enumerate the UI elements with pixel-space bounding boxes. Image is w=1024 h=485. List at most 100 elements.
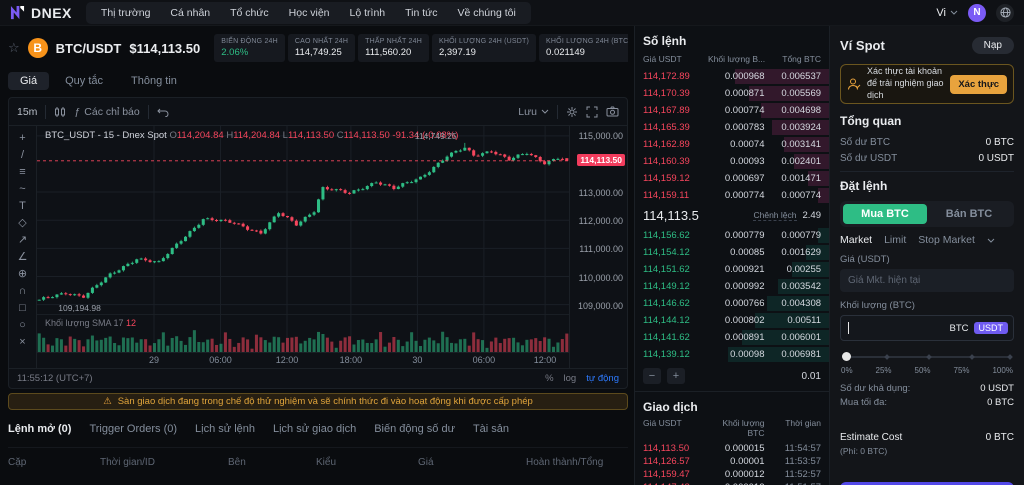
kyc-text: Xác thực tài khoản để trải nghiệm giao d…: [867, 66, 944, 100]
order-type-market[interactable]: Market: [840, 234, 873, 246]
orderbook-ask-row[interactable]: 114,165.39 0.000783 0.003924: [635, 119, 829, 136]
pair-name: BTC/USDT: [55, 40, 122, 56]
orderbook-bid-row[interactable]: 114,146.62 0.000766 0.004308: [635, 295, 829, 312]
ob-total: 0.000779: [781, 230, 822, 241]
kyc-verify-button[interactable]: Xác thực: [950, 74, 1007, 94]
ob-price: 114,146.62: [643, 298, 690, 309]
orders-tab[interactable]: Lịch sử giao dịch: [273, 423, 357, 435]
chevron-down-icon[interactable]: [987, 234, 995, 246]
globe-icon[interactable]: [996, 3, 1014, 22]
position-tool-icon[interactable]: ↗: [17, 234, 28, 246]
market-tab-thông-tin[interactable]: Thông tin: [131, 75, 177, 87]
orderbook-mid-row[interactable]: 114,113.5 Chênh lệch 2.49: [635, 204, 829, 227]
deposit-button[interactable]: Nạp: [971, 36, 1014, 54]
order-type-limit[interactable]: Limit: [884, 234, 907, 246]
stat-value: 111,560.20: [365, 47, 412, 58]
orderbook-ask-row[interactable]: 114,162.89 0.00074 0.003141: [635, 136, 829, 153]
orderbook-bid-row[interactable]: 114,156.62 0.000779 0.000779: [635, 227, 829, 244]
time-axis[interactable]: 29 06:00 12:00 18:00 30 06:00 12:00: [37, 352, 569, 368]
magnet-tool-icon[interactable]: ∩: [18, 284, 27, 297]
nav-menu-item[interactable]: Tin tức: [405, 6, 438, 19]
candle-style-icon[interactable]: [54, 106, 66, 118]
orders-tab[interactable]: Lịch sử lệnh: [195, 423, 255, 435]
language-selector[interactable]: Vi: [936, 7, 958, 19]
price-input[interactable]: [840, 269, 1014, 292]
text-tool-icon[interactable]: T: [19, 199, 26, 212]
order-type-stop-market[interactable]: Stop Market: [918, 234, 975, 246]
chart-settings-gear-icon[interactable]: [566, 106, 578, 118]
orderbook-bid-row[interactable]: 114,144.12 0.000802 0.00511: [635, 312, 829, 329]
trade-row[interactable]: 114,126.57 0.00001 11:53:57: [635, 455, 829, 468]
percent-scale-button[interactable]: %: [545, 373, 554, 384]
sell-button[interactable]: Bán BTC: [945, 208, 993, 220]
orderbook-ask-row[interactable]: 114,167.89 0.000774 0.004698: [635, 102, 829, 119]
eye-tool-icon[interactable]: ○: [19, 318, 26, 331]
save-layout-button[interactable]: Lưu: [518, 106, 549, 118]
shapes-tool-icon[interactable]: ◇: [18, 217, 27, 229]
brush-tool-icon[interactable]: ~: [19, 182, 26, 195]
orderbook-ask-row[interactable]: 114,159.11 0.000774 0.000774: [635, 187, 829, 204]
slider-label[interactable]: 100%: [992, 366, 1013, 375]
measure-tool-icon[interactable]: ∠: [17, 251, 28, 263]
orders-tab[interactable]: Lệnh mở (0): [8, 423, 72, 435]
orders-tab[interactable]: Tài sản: [472, 423, 510, 435]
market-tab-giá[interactable]: Giá: [8, 72, 50, 90]
nav-menu-item[interactable]: Học viện: [288, 6, 330, 19]
orderbook-bid-row[interactable]: 114,149.12 0.000992 0.003542: [635, 278, 829, 295]
submit-buy-button[interactable]: Mua BTC: [840, 482, 1014, 485]
auto-scale-button[interactable]: tự động: [586, 373, 619, 384]
orders-tab[interactable]: Trigger Orders (0): [89, 423, 178, 435]
log-scale-button[interactable]: log: [563, 373, 577, 384]
volume-legend-value: 12: [125, 318, 136, 328]
nav-menu-item[interactable]: Lộ trình: [349, 6, 386, 19]
nav-menu-item[interactable]: Về chúng tôi: [457, 6, 516, 19]
depth-bar: [794, 154, 829, 169]
nav-menu-item[interactable]: Tổ chức: [230, 6, 269, 19]
available-label: Số dư khả dụng:: [840, 383, 911, 394]
favorite-star-icon[interactable]: ☆: [8, 40, 20, 55]
timeframe-button[interactable]: 15m: [17, 105, 38, 118]
trash-tool-icon[interactable]: ×: [19, 335, 26, 348]
nav-menu-item[interactable]: Thị trường: [100, 6, 151, 19]
chart-clock[interactable]: 11:55:12 (UTC+7): [17, 373, 93, 384]
unit-usdt-option[interactable]: USDT: [973, 322, 1008, 334]
tick-size-value[interactable]: 0.01: [801, 370, 821, 382]
orders-tab[interactable]: Biến động số dư: [374, 423, 455, 435]
tick-increase-button[interactable]: +: [667, 368, 685, 384]
orderbook-ask-row[interactable]: 114,170.39 0.000871 0.005569: [635, 85, 829, 102]
orderbook-bid-row[interactable]: 114,154.12 0.00085 0.001629: [635, 244, 829, 261]
avatar[interactable]: N: [968, 3, 986, 22]
screenshot-camera-icon[interactable]: [606, 106, 619, 117]
market-tab-quy-tắc[interactable]: Quy tắc: [65, 75, 104, 87]
slider-label[interactable]: 0%: [841, 366, 853, 375]
trade-row[interactable]: 114,159.47 0.000012 11:52:57: [635, 468, 829, 481]
trade-row[interactable]: 114,113.50 0.000015 11:54:57: [635, 442, 829, 455]
price-axis[interactable]: 115,000.00 113,000.00 112,000.00 111,000.00…: [569, 126, 627, 368]
nav-menu-item[interactable]: Cá nhân: [170, 6, 211, 19]
orderbook-bid-row[interactable]: 114,139.12 0.00098 0.006981: [635, 346, 829, 363]
crosshair-tool-icon[interactable]: +: [19, 131, 26, 144]
tick-decrease-button[interactable]: −: [643, 368, 661, 384]
unit-btc-option[interactable]: BTC: [949, 322, 969, 334]
orderbook-ask-row[interactable]: 114,160.39 0.00093 0.002401: [635, 153, 829, 170]
brand-logo[interactable]: DNEX: [10, 5, 72, 21]
amount-slider[interactable]: [842, 352, 1013, 361]
candlestick-chart[interactable]: [37, 126, 569, 353]
slider-label[interactable]: 75%: [953, 366, 970, 375]
undo-icon[interactable]: [157, 107, 169, 117]
trendline-tool-icon[interactable]: /: [20, 148, 25, 161]
orderbook-ask-row[interactable]: 114,159.12 0.000697 0.001471: [635, 170, 829, 187]
lock-tool-icon[interactable]: □: [19, 301, 26, 314]
orderbook-ask-row[interactable]: 114,172.89 0.000968 0.006537: [635, 68, 829, 85]
orderbook-bid-row[interactable]: 114,141.62 0.000891 0.006001: [635, 329, 829, 346]
slider-knob[interactable]: [842, 352, 851, 361]
buy-button[interactable]: Mua BTC: [843, 204, 927, 224]
slider-label[interactable]: 50%: [914, 366, 931, 375]
fib-tool-icon[interactable]: ≡: [19, 165, 26, 178]
fullscreen-icon[interactable]: [586, 106, 598, 118]
zoom-tool-icon[interactable]: ⊕: [17, 268, 28, 280]
orderbook-bid-row[interactable]: 114,151.62 0.000921 0.00255: [635, 261, 829, 278]
indicators-button[interactable]: ƒ Các chỉ báo: [74, 106, 139, 118]
slider-label[interactable]: 25%: [875, 366, 892, 375]
